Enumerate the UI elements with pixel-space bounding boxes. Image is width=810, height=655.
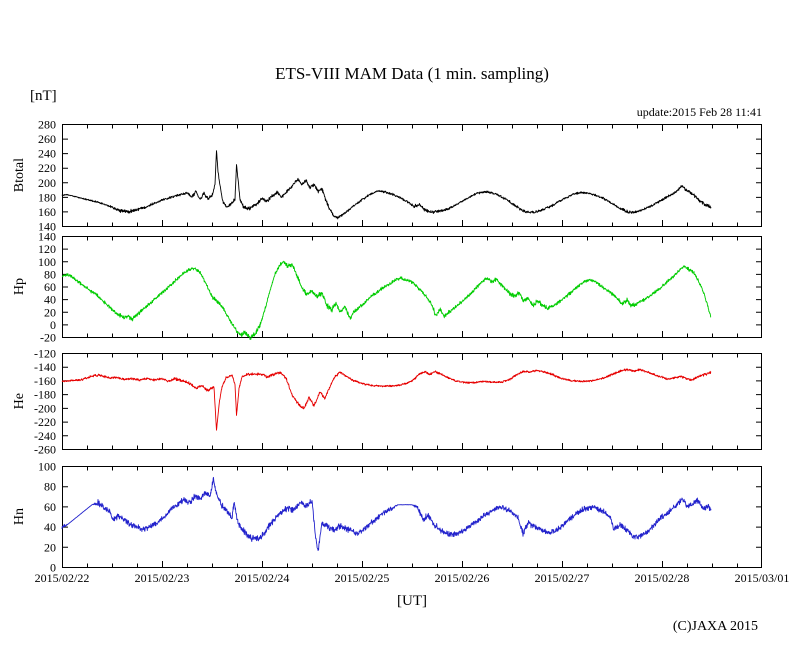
y-tick-label: 60 — [44, 280, 56, 294]
series-hn — [61, 476, 712, 551]
axis-ticks — [63, 237, 761, 337]
copyright: (C)JAXA 2015 — [672, 619, 758, 634]
panel-he: -120-140-160-180-200-220-240-260 — [34, 347, 762, 457]
x-tick-label: 2015/02/26 — [435, 571, 490, 585]
axis-ticks — [63, 354, 761, 449]
series-hp — [61, 260, 712, 340]
axis-name-he-text: He — [12, 393, 27, 410]
x-tick-label: 2015/02/27 — [535, 571, 590, 585]
y-tick-label: -160 — [34, 374, 56, 388]
y-tick-label: -220 — [34, 415, 56, 429]
y-tick-label: 260 — [38, 132, 56, 146]
x-tick-label: 2015/02/28 — [635, 571, 690, 585]
x-tick-label: 2015/02/25 — [335, 571, 390, 585]
axis-ticks — [63, 467, 761, 567]
y-tick-label: 0 — [50, 318, 56, 332]
y-tick-label: 220 — [38, 161, 56, 175]
y-tick-label: 120 — [38, 242, 56, 256]
axis-name-btotal-text: Btotal — [12, 158, 27, 193]
y-tick-label: 80 — [44, 480, 56, 494]
y-tick-label: 180 — [38, 190, 56, 204]
y-tick-label: 240 — [38, 147, 56, 161]
axis-name-he: He — [11, 353, 29, 450]
panel-border — [62, 466, 762, 568]
chart-title: ETS-VIII MAM Data (1 min. sampling) — [275, 64, 549, 83]
y-tick-label: 80 — [44, 267, 56, 281]
y-tick-label: 140 — [38, 230, 56, 244]
axis-name-btotal: Btotal — [11, 124, 29, 227]
y-tick-label: 20 — [44, 540, 56, 554]
axis-name-hn-text: Hn — [12, 508, 27, 526]
axis-name-hn: Hn — [11, 466, 29, 568]
y-tick-label: -120 — [34, 347, 56, 361]
y-tick-label: -240 — [34, 429, 56, 443]
y-tick-label: -20 — [40, 331, 56, 345]
y-tick-label: 140 — [38, 220, 56, 234]
panel-border — [62, 236, 762, 338]
y-tick-label: 20 — [44, 305, 56, 319]
y-tick-label: 160 — [38, 205, 56, 219]
axis-name-hp: Hp — [11, 236, 29, 338]
update-timestamp: update:2015 Feb 28 11:41 — [636, 105, 762, 119]
panel-border — [62, 353, 762, 450]
y-tick-label: 200 — [38, 176, 56, 190]
x-axis-label: [UT] — [397, 593, 427, 609]
y-tick-label: 40 — [44, 293, 56, 307]
axis-ticks — [63, 125, 761, 226]
series-btotal — [61, 150, 712, 220]
y-unit-label: [nT] — [30, 88, 57, 104]
x-tick-label: 2015/03/01 — [735, 571, 790, 585]
y-tick-label: 40 — [44, 520, 56, 534]
y-tick-label: 100 — [38, 460, 56, 474]
y-tick-label: -260 — [34, 443, 56, 457]
panel-border — [62, 124, 762, 227]
x-tick-label: 2015/02/23 — [135, 571, 190, 585]
x-tick-label: 2015/02/24 — [235, 571, 290, 585]
axis-name-hp-text: Hp — [12, 278, 27, 296]
y-tick-label: -180 — [34, 388, 56, 402]
x-tick-label: 2015/02/22 — [35, 571, 90, 585]
y-tick-label: 0 — [50, 561, 56, 575]
y-tick-label: -140 — [34, 360, 56, 374]
series-he — [61, 368, 712, 431]
y-tick-label: 100 — [38, 255, 56, 269]
y-tick-label: 60 — [44, 500, 56, 514]
y-tick-label: -200 — [34, 401, 56, 415]
y-tick-label: 280 — [38, 118, 56, 132]
